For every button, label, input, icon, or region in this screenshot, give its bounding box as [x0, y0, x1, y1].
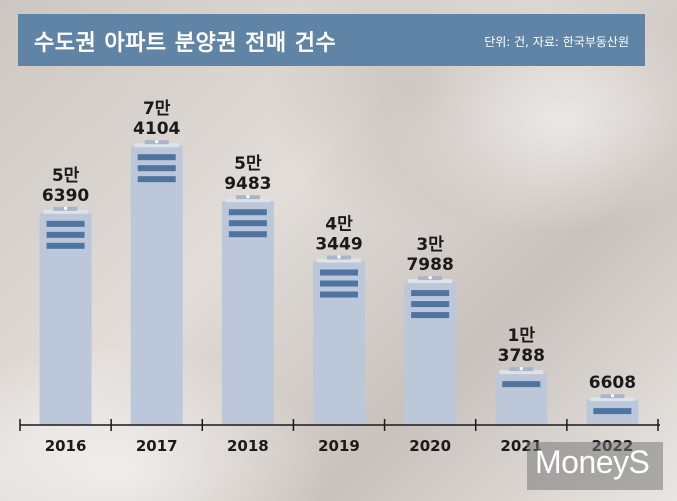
- x-tick-label: 2020: [409, 437, 451, 455]
- bar-lid-dot: [337, 255, 341, 259]
- bar-stripe: [137, 176, 176, 183]
- moneys-logo: MoneyS: [527, 442, 663, 490]
- bar-cap: [499, 370, 544, 375]
- x-tick-label: 2019: [318, 437, 360, 455]
- bar-stripe: [137, 154, 176, 161]
- bar: [130, 146, 183, 425]
- bar-stripe: [593, 408, 632, 415]
- bar-lid-dot: [64, 206, 68, 210]
- bar-lid-dot: [428, 276, 432, 280]
- bar-value-label: 4104: [133, 119, 180, 139]
- bar: [221, 201, 274, 425]
- bar-stripe: [228, 231, 267, 238]
- bar-value-label: 9483: [224, 174, 271, 194]
- bar-cap: [43, 209, 88, 214]
- bar-stripe: [320, 269, 358, 276]
- x-tick-label: 2018: [227, 437, 269, 455]
- bar-stripe: [502, 381, 541, 388]
- bar-value-label-man: 4만: [325, 215, 353, 235]
- source-note: 단위: 건, 자료: 한국부동산원: [484, 35, 629, 49]
- bar-value-label: 6608: [589, 373, 636, 393]
- bar-stripe: [46, 242, 85, 249]
- bar-value-label: 3449: [315, 235, 362, 255]
- bar-cap: [317, 258, 361, 263]
- bar-stripe: [228, 209, 267, 216]
- bar-lid-dot: [519, 367, 523, 371]
- bar-stripe: [46, 220, 85, 227]
- bar-value-label-man: 3만: [416, 235, 444, 255]
- bar-cap: [590, 397, 635, 402]
- bar-lid-dot: [246, 195, 250, 199]
- bar-value-label: 3788: [498, 346, 545, 366]
- bar-value-label-man: 5만: [52, 166, 80, 186]
- bar-value-label-man: 7만: [143, 99, 171, 119]
- bar-lid-dot: [155, 140, 159, 144]
- bar-cap: [134, 143, 179, 148]
- bar: [313, 261, 365, 425]
- bar-value-label: 6390: [42, 186, 89, 206]
- x-tick-label: 2017: [136, 437, 178, 455]
- bar: [495, 373, 548, 425]
- bar-lid-dot: [610, 394, 614, 398]
- bar-stripe: [46, 231, 85, 238]
- chart-title: 수도권 아파트 분양권 전매 건수: [34, 31, 337, 56]
- bar-value-label-man: 1만: [508, 326, 536, 346]
- bar-value-label-man: 5만: [234, 154, 262, 174]
- x-tick-label: 2016: [45, 437, 87, 455]
- title-bar: 수도권 아파트 분양권 전매 건수 단위: 건, 자료: 한국부동산원: [18, 14, 645, 66]
- bar-stripe: [411, 301, 450, 308]
- bar-stripe: [411, 312, 450, 319]
- logo-text: MoneyS: [535, 444, 650, 480]
- bar-stripe: [411, 290, 450, 297]
- bar-cap: [225, 198, 270, 203]
- bar-stripe: [320, 291, 358, 298]
- bar-stripe: [320, 280, 358, 287]
- bar-stripe: [228, 220, 267, 227]
- bar-cap: [408, 279, 453, 284]
- bar-value-label: 7988: [406, 255, 453, 275]
- bar-stripe: [137, 165, 176, 172]
